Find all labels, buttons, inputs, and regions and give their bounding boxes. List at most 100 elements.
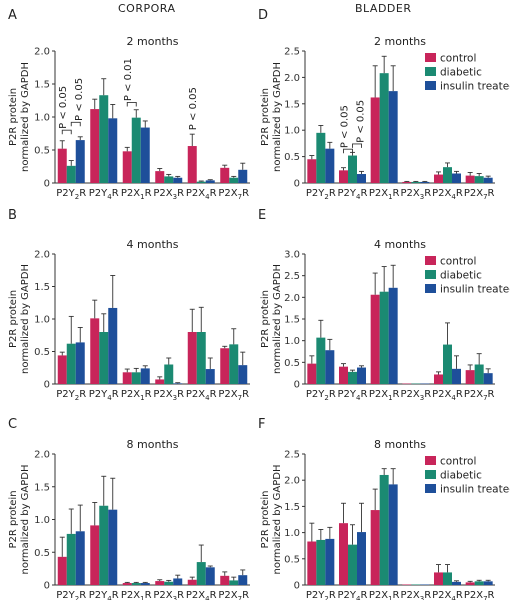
bar [357, 532, 366, 585]
x-tick-label-subscript: 3 [173, 193, 177, 201]
bar [307, 541, 317, 585]
bar [411, 584, 421, 585]
bar [220, 575, 230, 585]
panel-title: 2 months [374, 35, 426, 48]
y-tick-label: 0.5 [284, 358, 300, 369]
x-tick-label-part: R [361, 590, 368, 600]
x-tick-label-subscript: 1 [388, 595, 392, 600]
bar [205, 567, 215, 585]
bar [465, 582, 475, 585]
x-tick-label-part: P2X [464, 188, 483, 199]
y-axis-label-line: P2R protein [260, 290, 271, 348]
y-tick-label: 2.5 [284, 450, 300, 461]
bar [434, 174, 443, 183]
bar [465, 370, 475, 384]
x-tick-label-part: R [424, 590, 431, 600]
x-tick-label-subscript: 4 [451, 394, 456, 402]
x-tick-label: P2Y2R [306, 590, 336, 600]
bar [388, 91, 398, 183]
x-tick-label: P2X4R [186, 389, 217, 402]
x-tick-label-subscript: 4 [205, 394, 210, 402]
bar [220, 348, 230, 384]
x-tick-label: P2X7R [218, 188, 249, 201]
x-tick-label-part: R [177, 188, 184, 199]
x-tick-label-part: P2Y [89, 590, 108, 600]
bar [420, 181, 430, 183]
x-tick-label: P2X1R [121, 590, 152, 600]
y-tick-label: 1.5 [34, 282, 50, 293]
bar [348, 155, 357, 183]
bar [370, 97, 380, 183]
y-tick-label: 1.5 [34, 80, 50, 91]
y-tick-label: 3.0 [284, 250, 300, 261]
x-tick-label-part: P2Y [338, 590, 357, 600]
x-tick-label-subscript: 4 [356, 394, 361, 402]
x-tick-label: P2Y4R [89, 590, 119, 600]
bar [75, 342, 85, 384]
panel-title: 8 months [127, 438, 179, 451]
x-tick-label-part: P2X [186, 188, 205, 199]
y-tick-label: 1.5 [284, 315, 300, 326]
legend-swatch [425, 256, 436, 265]
x-tick-label-part: P2X [369, 590, 388, 600]
bar [205, 180, 215, 183]
x-tick-label-part: P2X [218, 590, 237, 600]
x-tick-label-part: P2Y [56, 590, 75, 600]
x-tick-label: P2X3R [153, 590, 184, 600]
bar [411, 181, 421, 183]
bar [474, 176, 484, 183]
x-tick-label-subscript: 4 [107, 394, 112, 402]
bar [131, 372, 141, 384]
bar [99, 332, 109, 384]
y-tick-label: 0.5 [34, 146, 50, 157]
x-tick-label-subscript: 1 [388, 394, 392, 402]
significance-annotations-d: P < 0.05 P < 0.05 [340, 100, 367, 154]
y-tick-label: 1.0 [34, 515, 50, 526]
x-tick-label-subscript: 3 [173, 394, 177, 402]
x-tick-label-part: R [145, 590, 152, 600]
x-tick-label-part: P2X [218, 188, 237, 199]
x-tick-label-subscript: 1 [140, 394, 144, 402]
bar [348, 544, 357, 585]
bar [325, 148, 335, 183]
x-tick-label: P2Y2R [306, 389, 336, 402]
bar [140, 368, 150, 384]
x-tick-label-part: R [210, 188, 217, 199]
bar [402, 584, 412, 585]
x-tick-label-subscript: 3 [420, 595, 424, 600]
x-tick-label-subscript: 2 [75, 595, 79, 600]
x-tick-label-subscript: 3 [420, 394, 424, 402]
bar [140, 127, 150, 183]
bar [155, 171, 165, 183]
bar [99, 505, 109, 585]
bar [131, 583, 141, 585]
bar [474, 581, 484, 585]
x-tick-label-part: R [488, 590, 495, 600]
legend-swatch [425, 470, 436, 479]
x-tick-label-part: P2X [153, 389, 172, 400]
bar [164, 176, 174, 183]
x-tick-label-part: P2X [186, 389, 205, 400]
x-tick-label-part: R [210, 389, 217, 400]
bar [307, 363, 317, 384]
x-tick-label-part: P2Y [306, 188, 325, 199]
x-tick-label: P2X1R [369, 590, 400, 600]
legend-label: control [440, 256, 476, 268]
bar [443, 167, 452, 183]
legend-label: control [440, 456, 476, 468]
significance-bracket [61, 129, 72, 135]
x-tick-label-part: P2X [218, 389, 237, 400]
x-tick-label-part: R [329, 389, 336, 400]
bar [187, 579, 197, 585]
bar [66, 533, 76, 585]
bar [379, 291, 389, 384]
x-tick-label-part: R [177, 389, 184, 400]
bar [483, 581, 493, 585]
x-tick-label-subscript: 2 [324, 193, 328, 201]
y-tick-label: 2.5 [284, 47, 300, 58]
x-tick-label-part: R [424, 188, 431, 199]
bar [483, 177, 493, 183]
